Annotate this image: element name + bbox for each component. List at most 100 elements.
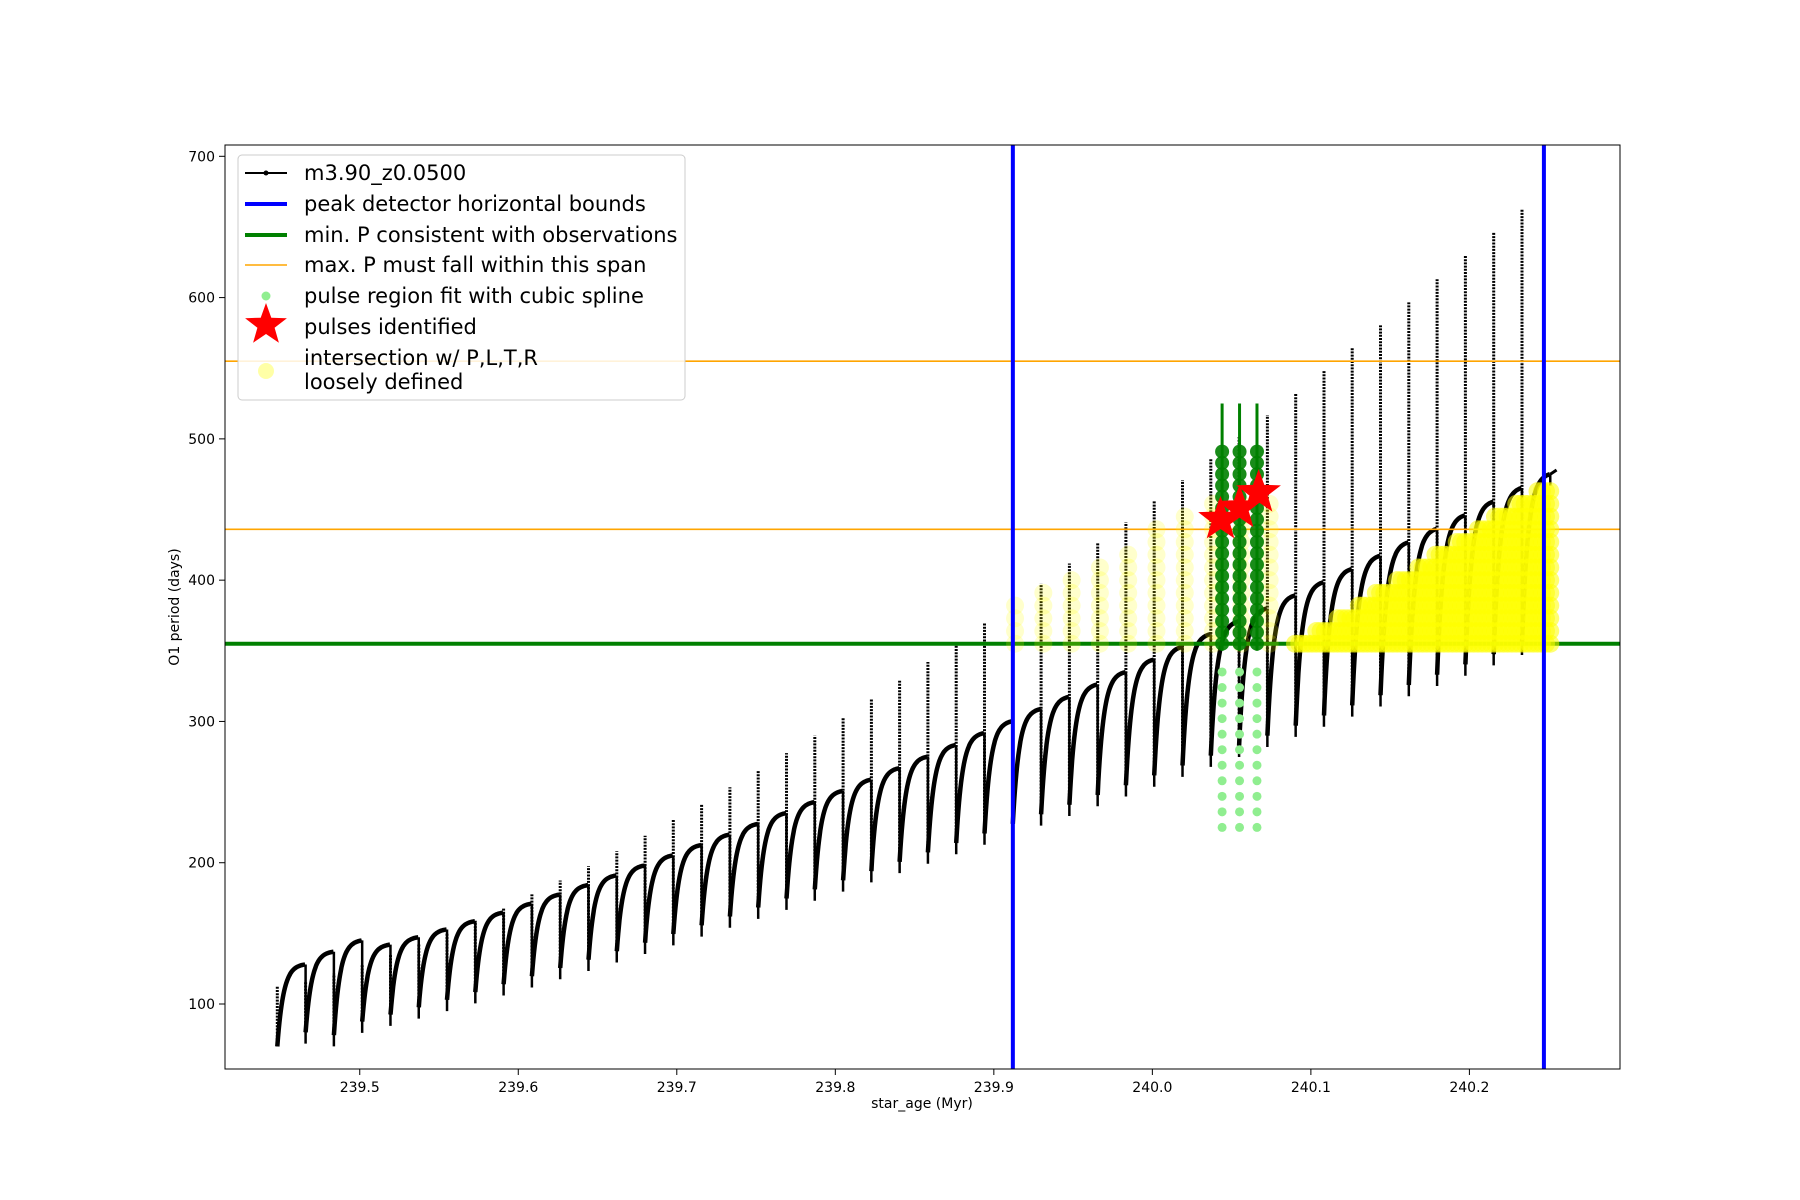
track-pulse [416, 927, 449, 1008]
loose-point [1090, 622, 1109, 641]
loose-point [1090, 571, 1109, 590]
spline-point-dark [1232, 568, 1247, 583]
loose-point [1147, 558, 1166, 577]
track-pulse [953, 730, 986, 844]
track-pulse [840, 777, 873, 881]
loose-point [1119, 583, 1138, 602]
track-pulse [473, 910, 505, 993]
spline-point [1217, 760, 1227, 770]
spline-point-dark [1249, 512, 1264, 527]
loose-point [1147, 609, 1166, 628]
loose-point [1175, 609, 1194, 628]
track-pulse [1038, 694, 1071, 815]
spline-point-dark [1232, 580, 1247, 595]
loose-point [1006, 609, 1025, 628]
loose-point [1119, 558, 1138, 577]
loose-point [1090, 609, 1109, 628]
legend-label: intersection w/ P,L,T,R [304, 346, 538, 370]
loose-point [1119, 622, 1138, 641]
loose-point [1034, 622, 1053, 641]
spline-point-dark [1232, 602, 1247, 617]
y-tick-label: 400 [188, 573, 215, 589]
track-pulse [331, 938, 364, 1036]
x-tick-label: 240.0 [1132, 1080, 1172, 1096]
y-tick-label: 600 [188, 291, 215, 307]
legend-label: pulse region fit with cubic spline [304, 284, 644, 308]
spline-point-dark [1215, 625, 1230, 640]
spline-point-dark [1215, 478, 1230, 493]
spline-point-dark [1232, 455, 1247, 470]
loose-point [1062, 634, 1081, 653]
spline-point [1252, 714, 1262, 724]
loose-point [1034, 609, 1053, 628]
loose-point [1175, 634, 1194, 653]
loose-point [1034, 634, 1053, 653]
loose-point [1175, 533, 1194, 552]
plot-area [225, 145, 1620, 1069]
track-pulse [557, 882, 590, 969]
spline-point [1252, 745, 1262, 755]
track-pulse [671, 842, 703, 935]
spline-point-dark [1249, 591, 1264, 606]
spline-point-dark [1232, 557, 1247, 572]
loose-point [1119, 571, 1138, 590]
spline-point-dark [1249, 580, 1264, 595]
spline-point-dark [1215, 557, 1230, 572]
track-pulse [1123, 657, 1156, 786]
spline-point [1217, 745, 1227, 755]
loose-point [1119, 545, 1138, 564]
loose-point [1062, 571, 1081, 590]
loose-point [1090, 634, 1109, 653]
spline-point [1235, 714, 1245, 724]
loose-point [1062, 596, 1081, 615]
spline-point-dark [1232, 535, 1247, 550]
loose-point [1034, 583, 1053, 602]
spline-point-dark [1249, 523, 1264, 538]
spline-point [1235, 745, 1245, 755]
track-pulse [586, 873, 618, 960]
track-pulse [529, 892, 562, 977]
star-marker [1236, 469, 1281, 512]
spline-point [1235, 760, 1245, 770]
track-pulse [897, 754, 930, 862]
spline-point-dark [1232, 523, 1247, 538]
spline-point-dark [1215, 568, 1230, 583]
y-tick-label: 500 [188, 432, 215, 448]
legend-label: m3.90_z0.0500 [304, 161, 466, 186]
loose-point [1260, 520, 1279, 539]
spline-point-dark [1249, 444, 1264, 459]
spline-point-dark [1232, 625, 1247, 640]
loose-point [1147, 622, 1166, 641]
loose-point [1260, 609, 1279, 628]
spline-point-dark [1232, 467, 1247, 482]
loose-point [1175, 571, 1194, 590]
track-pulse [614, 863, 647, 952]
loose-point [1175, 583, 1194, 602]
loose-point [1175, 520, 1194, 539]
loose-point [1260, 596, 1279, 615]
spline-point [1217, 791, 1227, 801]
track-pulse [699, 832, 732, 926]
loose-point [1090, 558, 1109, 577]
loose-point [1034, 596, 1053, 615]
loose-point [1090, 596, 1109, 615]
loose-point [1260, 533, 1279, 552]
loose-point [1062, 622, 1081, 641]
spline-point [1217, 776, 1227, 786]
loose-point [1175, 558, 1194, 577]
legend-label: loosely defined [304, 370, 463, 394]
loose-point [1147, 545, 1166, 564]
spline-point-dark [1232, 614, 1247, 629]
loose-point [1147, 596, 1166, 615]
series-dense-intersection [1286, 482, 1560, 653]
x-axis-label: star_age (Myr) [871, 1096, 973, 1112]
loose-point [1260, 545, 1279, 564]
spline-point-dark [1215, 489, 1230, 504]
track-pulse [925, 742, 958, 853]
loose-point [1006, 622, 1025, 641]
legend-label: peak detector horizontal bounds [304, 192, 646, 216]
spline-point [1252, 791, 1262, 801]
spline-point [1217, 807, 1227, 817]
spline-point [1252, 760, 1262, 770]
y-tick-label: 300 [188, 714, 215, 730]
